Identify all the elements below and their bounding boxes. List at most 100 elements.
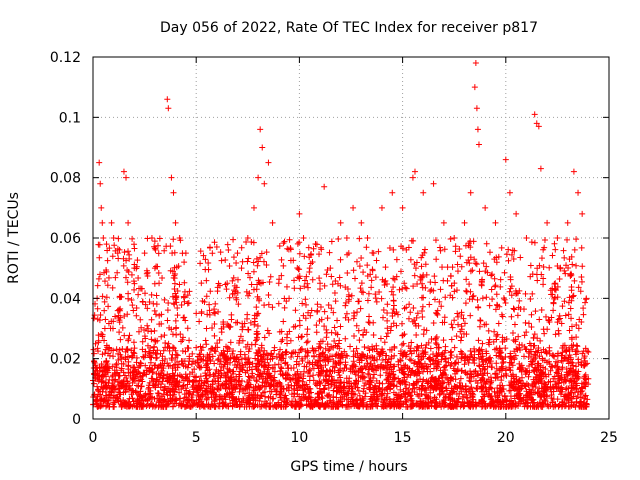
data-point	[318, 389, 325, 396]
data-point	[578, 274, 585, 281]
data-point	[463, 287, 470, 294]
data-point	[531, 111, 538, 118]
data-point	[523, 329, 530, 336]
data-point	[452, 243, 459, 250]
data-point	[115, 255, 122, 262]
data-point	[554, 235, 561, 241]
data-point	[437, 286, 444, 293]
data-point	[90, 346, 97, 353]
data-point	[314, 301, 321, 308]
data-point	[343, 235, 350, 241]
data-point	[388, 288, 395, 295]
data-point	[171, 249, 178, 256]
data-point	[543, 349, 550, 356]
data-point	[269, 395, 276, 402]
data-point	[275, 300, 282, 307]
data-point	[203, 341, 210, 348]
data-point	[230, 254, 237, 261]
data-point	[413, 332, 420, 339]
data-point	[571, 277, 578, 284]
data-point	[372, 295, 379, 302]
data-point	[479, 295, 486, 302]
data-point	[482, 204, 489, 211]
data-point	[178, 301, 185, 308]
data-point	[284, 340, 291, 347]
data-point	[254, 322, 261, 329]
data-point	[105, 274, 112, 281]
data-point	[454, 268, 461, 275]
data-point	[337, 323, 344, 330]
data-point	[375, 248, 382, 255]
data-point	[151, 238, 158, 245]
data-point	[467, 189, 474, 196]
data-point	[313, 241, 320, 248]
data-point	[250, 204, 257, 211]
data-point	[427, 345, 434, 352]
data-point	[225, 246, 232, 253]
data-point	[478, 277, 485, 284]
data-point	[196, 396, 203, 403]
data-point	[303, 339, 310, 346]
data-point	[372, 274, 379, 281]
data-point	[424, 403, 431, 410]
data-point	[165, 340, 172, 347]
data-point	[544, 326, 551, 333]
data-point	[218, 329, 225, 336]
data-point	[304, 338, 311, 345]
data-point	[411, 272, 418, 279]
data-point	[498, 244, 505, 251]
data-point	[467, 348, 474, 355]
data-point	[173, 351, 180, 358]
data-point	[266, 330, 273, 337]
data-point	[137, 359, 144, 366]
data-point	[298, 334, 305, 341]
data-point	[197, 260, 204, 267]
data-point	[317, 286, 324, 293]
data-point	[214, 386, 221, 393]
data-point	[475, 141, 482, 148]
data-point	[151, 344, 158, 351]
data-point	[100, 235, 107, 241]
data-point	[203, 372, 210, 379]
data-point	[433, 333, 440, 340]
data-point	[184, 325, 191, 332]
data-point	[406, 356, 413, 363]
data-point	[451, 344, 458, 351]
data-point	[358, 280, 365, 287]
data-point	[206, 244, 213, 251]
data-point	[164, 317, 171, 324]
y-tick-label: 0.04	[50, 291, 81, 307]
data-point	[325, 393, 332, 400]
data-point	[569, 359, 576, 366]
data-point	[390, 297, 397, 304]
data-point	[212, 300, 219, 307]
data-point	[233, 364, 240, 371]
data-point	[130, 398, 137, 405]
data-point	[455, 321, 462, 328]
data-point	[111, 242, 118, 249]
data-point	[475, 399, 482, 406]
data-point	[276, 243, 283, 250]
data-point	[110, 235, 117, 241]
data-point	[116, 346, 123, 353]
data-point	[305, 244, 312, 251]
data-point	[502, 345, 509, 352]
data-point	[222, 396, 229, 403]
data-point	[120, 168, 127, 175]
data-point	[324, 315, 331, 322]
data-point	[135, 275, 142, 282]
data-point	[461, 219, 468, 226]
data-point	[529, 290, 536, 297]
data-point	[326, 249, 333, 256]
data-point	[564, 219, 571, 226]
data-point	[174, 305, 181, 312]
data-point	[494, 331, 501, 338]
data-point	[473, 261, 480, 268]
data-point	[486, 302, 493, 309]
data-point	[457, 253, 464, 260]
data-point	[126, 332, 133, 339]
data-point	[503, 251, 510, 258]
data-point	[447, 236, 454, 243]
data-point	[339, 402, 346, 409]
